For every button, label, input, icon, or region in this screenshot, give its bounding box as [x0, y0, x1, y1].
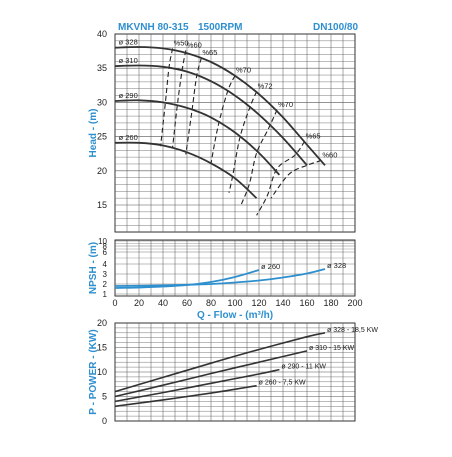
flow-xtick-label: 20	[134, 298, 144, 308]
power-curve-2	[114, 368, 280, 403]
npsh-curve-label: ø 328	[327, 261, 346, 270]
efficiency-curve	[160, 48, 174, 147]
power-curve-label: ø 290 - 11 KW	[281, 364, 326, 371]
power-ytick-label: 0	[102, 416, 107, 426]
efficiency-label: %60	[187, 40, 202, 49]
efficiency-curve	[256, 141, 306, 216]
flow-xtick-label: 120	[251, 298, 266, 308]
npsh-ytick-label: 8	[103, 242, 108, 251]
npsh-ytick-label: 6	[103, 248, 108, 257]
head-curve-2	[114, 99, 281, 176]
power-curve-3	[114, 384, 257, 408]
power-curve-label: ø 260 - 7,5 KW	[259, 380, 306, 387]
power-ytick-label: 5	[102, 392, 107, 402]
efficiency-curve	[185, 57, 202, 155]
header-model: MKVNH 80-315	[118, 22, 189, 33]
efficiency-label: %65	[306, 131, 321, 140]
head-curve-label: ø 290	[119, 91, 138, 100]
flow-axis-title: Q - Flow - (m³/h)	[197, 310, 273, 321]
npsh-curve-label: ø 260	[261, 262, 280, 271]
head-curve-1	[114, 64, 308, 166]
head-curve-3	[114, 141, 258, 199]
head-curve-label: ø 310	[119, 56, 138, 65]
power-curve-label: ø 310 - 15 KW	[309, 345, 355, 352]
head-ytick-label: 15	[97, 200, 107, 210]
flow-xtick-label: 200	[347, 298, 362, 308]
efficiency-label: %60	[322, 151, 337, 160]
efficiency-curves-layer	[160, 48, 322, 216]
npsh-axis-title: NPSH - (m)	[88, 242, 99, 294]
power-ytick-label: 15	[97, 343, 107, 353]
head-ytick-label: 30	[97, 97, 107, 107]
npsh-ytick-label: 1	[103, 290, 108, 299]
npsh-ytick-label: 2	[103, 280, 108, 289]
efficiency-curve	[210, 75, 236, 164]
head-ytick-label: 40	[97, 29, 107, 39]
npsh-ytick-label: 10	[98, 237, 107, 246]
flow-xtick-label: 140	[275, 298, 290, 308]
head-ytick-label: 25	[97, 132, 107, 142]
efficiency-label: %65	[202, 48, 217, 57]
head-curve-label: ø 260	[119, 133, 138, 142]
flow-xtick-label: 160	[299, 298, 314, 308]
efficiency-label: %70	[236, 66, 251, 75]
flow-xtick-label: 180	[323, 298, 338, 308]
power-curve-label: ø 328 - 18,5 KW	[327, 327, 378, 334]
efficiency-curve	[172, 50, 187, 148]
head-curve-0	[114, 46, 326, 166]
head-ytick-label: 35	[97, 63, 107, 73]
npsh-ytick-label: 3	[103, 270, 108, 279]
flow-xtick-label: 100	[227, 298, 242, 308]
efficiency-label: %50	[174, 38, 189, 47]
efficiency-label: %70	[278, 100, 293, 109]
flow-xtick-label: 0	[112, 298, 117, 308]
head-axis-title: Head - (m)	[88, 109, 99, 158]
head-curve-label: ø 328	[119, 38, 138, 47]
performance-curves-layer	[114, 46, 326, 408]
npsh-curve-1	[114, 268, 326, 287]
power-curve-0	[114, 332, 326, 393]
flow-xtick-label: 80	[206, 298, 216, 308]
flow-xtick-label: 60	[182, 298, 192, 308]
header-size: DN100/80	[313, 22, 358, 33]
head-ytick-label: 20	[97, 166, 107, 176]
power-ytick-label: 20	[97, 318, 107, 328]
npsh-ytick-label: 4	[103, 260, 108, 269]
flow-xtick-label: 40	[158, 298, 168, 308]
efficiency-curve	[270, 159, 322, 199]
efficiency-label: %72	[258, 81, 273, 90]
power-curve-1	[114, 350, 308, 398]
efficiency-curve	[228, 91, 258, 193]
power-ytick-label: 10	[97, 367, 107, 377]
power-axis-title: P - POWER - (KW)	[88, 329, 99, 414]
header-speed: 1500RPM	[198, 22, 242, 33]
